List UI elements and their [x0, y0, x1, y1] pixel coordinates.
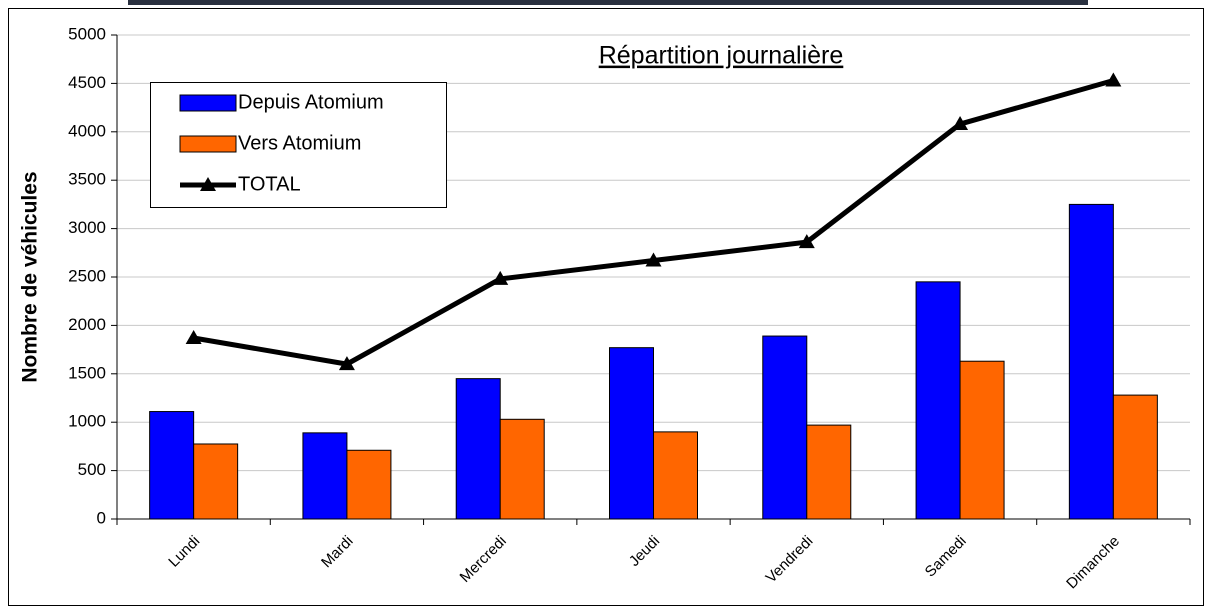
line-marker [798, 234, 815, 249]
bar [806, 424, 852, 520]
y-tick-label: 0 [97, 508, 106, 527]
y-tick-label: 1500 [68, 363, 106, 382]
legend-label: Depuis Atomium [238, 91, 384, 113]
bar [346, 449, 392, 520]
line-marker [952, 116, 969, 131]
y-tick-label: 2500 [68, 266, 106, 285]
y-tick-label: 2000 [68, 315, 106, 334]
header-strip [128, 0, 1088, 5]
line-marker [1105, 72, 1122, 87]
line-marker [338, 356, 355, 371]
legend-swatch [200, 177, 216, 191]
bar [959, 360, 1005, 520]
bar [193, 443, 239, 520]
bar [762, 335, 808, 520]
line-marker [185, 329, 202, 344]
legend-swatch [179, 94, 237, 112]
legend-label: TOTAL [238, 173, 301, 195]
bar [1068, 203, 1114, 520]
line-marker [492, 270, 509, 285]
line-marker [645, 252, 662, 267]
y-tick-label: 1000 [68, 412, 106, 431]
bar [1112, 394, 1158, 520]
legend-swatch [179, 135, 237, 153]
bar [499, 418, 545, 520]
legend-label: Vers Atomium [238, 132, 361, 154]
bar [455, 378, 501, 520]
y-tick-label: 3000 [68, 218, 106, 237]
y-tick-label: 500 [78, 460, 106, 479]
y-tick-label: 5000 [68, 24, 106, 43]
y-axis-title: Nombre de véhicules [19, 171, 42, 382]
bar [609, 347, 654, 520]
y-tick-label: 4500 [68, 73, 106, 92]
bar [302, 432, 348, 520]
bar [653, 431, 698, 520]
bar [915, 281, 961, 520]
bar [149, 411, 195, 520]
y-tick-label: 3500 [68, 170, 106, 189]
chart-title: Répartition journalière [599, 42, 844, 70]
y-tick-label: 4000 [68, 121, 106, 140]
